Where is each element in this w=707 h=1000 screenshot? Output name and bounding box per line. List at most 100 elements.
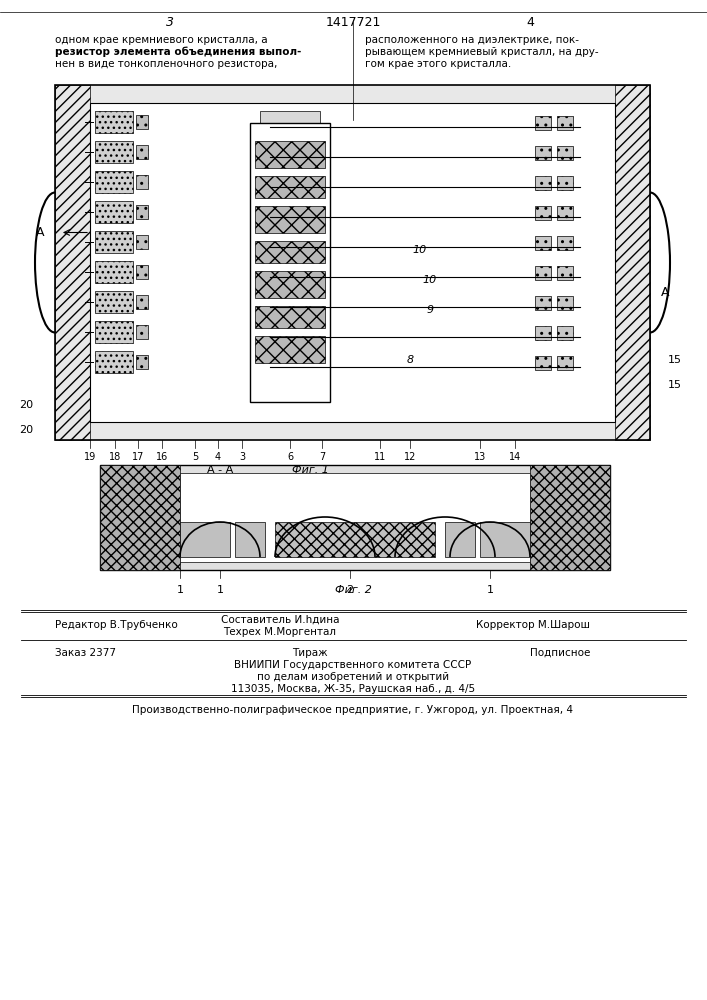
- Text: 10: 10: [413, 245, 427, 255]
- Bar: [260, 231, 320, 253]
- Bar: [535, 326, 551, 340]
- Text: A: A: [36, 226, 45, 239]
- Bar: [255, 306, 325, 328]
- Bar: [535, 296, 551, 310]
- Text: Подписное: Подписное: [530, 648, 590, 658]
- Bar: [557, 146, 573, 160]
- Bar: [95, 141, 133, 163]
- Bar: [100, 465, 610, 570]
- Bar: [260, 201, 320, 223]
- Bar: [557, 206, 573, 220]
- Bar: [535, 176, 551, 190]
- Bar: [136, 265, 148, 279]
- Text: Редактор В.Трубченко: Редактор В.Трубченко: [55, 620, 177, 630]
- Bar: [90, 103, 615, 422]
- Bar: [136, 205, 148, 219]
- Bar: [255, 241, 325, 263]
- Bar: [255, 176, 325, 198]
- Bar: [55, 85, 650, 440]
- Bar: [535, 116, 551, 130]
- Bar: [535, 356, 551, 370]
- Bar: [535, 236, 551, 250]
- Text: 3: 3: [239, 452, 245, 462]
- Bar: [255, 206, 325, 233]
- Bar: [136, 295, 148, 309]
- Bar: [445, 522, 475, 557]
- Bar: [180, 522, 230, 557]
- Bar: [260, 171, 320, 193]
- Bar: [95, 111, 133, 133]
- Text: по делам изобретений и открытий: по делам изобретений и открытий: [257, 672, 449, 682]
- Bar: [275, 522, 435, 557]
- Text: 15: 15: [668, 380, 682, 390]
- Bar: [136, 115, 148, 129]
- Text: рывающем кремниевый кристалл, на дру-: рывающем кремниевый кристалл, на дру-: [365, 47, 599, 57]
- Text: Производственно-полиграфическое предприятие, г. Ужгород, ул. Проектная, 4: Производственно-полиграфическое предприя…: [132, 705, 573, 715]
- Text: A: A: [661, 286, 670, 299]
- Text: 11: 11: [374, 452, 386, 462]
- Bar: [480, 522, 530, 557]
- Bar: [55, 85, 90, 440]
- Text: ВНИИПИ Государственного комитета СССР: ВНИИПИ Государственного комитета СССР: [235, 660, 472, 670]
- Text: 5: 5: [192, 452, 198, 462]
- Text: 1: 1: [486, 585, 493, 595]
- Bar: [95, 321, 133, 343]
- Text: 4: 4: [526, 15, 534, 28]
- Bar: [255, 336, 325, 363]
- Text: 14: 14: [509, 452, 521, 462]
- Text: 15: 15: [668, 355, 682, 365]
- Bar: [100, 465, 180, 570]
- Bar: [136, 235, 148, 249]
- Text: Фиг. 2: Фиг. 2: [334, 585, 371, 595]
- Text: 13: 13: [474, 452, 486, 462]
- Text: Фиг. 1: Фиг. 1: [291, 465, 329, 475]
- Bar: [260, 141, 320, 163]
- Bar: [557, 266, 573, 280]
- Text: Заказ 2377: Заказ 2377: [55, 648, 116, 658]
- Bar: [260, 321, 320, 343]
- Text: гом крае этого кристалла.: гом крае этого кристалла.: [365, 59, 511, 69]
- Bar: [136, 325, 148, 339]
- Bar: [95, 291, 133, 313]
- Text: 2: 2: [346, 585, 354, 595]
- Text: Тираж: Тираж: [292, 648, 328, 658]
- Bar: [95, 351, 133, 373]
- Bar: [235, 522, 265, 557]
- Text: 18: 18: [109, 452, 121, 462]
- Bar: [557, 326, 573, 340]
- Bar: [180, 473, 530, 562]
- Bar: [260, 261, 320, 283]
- Text: 3: 3: [166, 15, 174, 28]
- Text: Техрех М.Моргентал: Техрех М.Моргентал: [223, 627, 337, 637]
- Text: 6: 6: [287, 452, 293, 462]
- Text: 1: 1: [177, 585, 184, 595]
- Bar: [260, 291, 320, 313]
- Text: 12: 12: [404, 452, 416, 462]
- Text: 20: 20: [19, 400, 33, 410]
- Text: 1: 1: [216, 585, 223, 595]
- Text: резистор элемента объединения выпол-: резистор элемента объединения выпол-: [55, 47, 301, 57]
- Bar: [136, 355, 148, 369]
- Text: одном крае кремниевого кристалла, а: одном крае кремниевого кристалла, а: [55, 35, 268, 45]
- Bar: [136, 175, 148, 189]
- Text: 4: 4: [215, 452, 221, 462]
- Bar: [95, 201, 133, 223]
- Text: 1417721: 1417721: [325, 15, 380, 28]
- Bar: [95, 171, 133, 193]
- Text: 9: 9: [426, 305, 433, 315]
- Text: Корректор М.Шарош: Корректор М.Шарош: [476, 620, 590, 630]
- Bar: [615, 85, 650, 440]
- Bar: [255, 271, 325, 298]
- Bar: [535, 146, 551, 160]
- Bar: [260, 351, 320, 373]
- Bar: [557, 116, 573, 130]
- Text: 20: 20: [19, 425, 33, 435]
- Text: Составитель И.hдина: Составитель И.hдина: [221, 615, 339, 625]
- Text: 17: 17: [132, 452, 144, 462]
- Bar: [95, 231, 133, 253]
- Bar: [557, 356, 573, 370]
- Text: 7: 7: [319, 452, 325, 462]
- Bar: [530, 465, 610, 570]
- Text: нен в виде тонкопленочного резистора,: нен в виде тонкопленочного резистора,: [55, 59, 277, 69]
- Bar: [557, 296, 573, 310]
